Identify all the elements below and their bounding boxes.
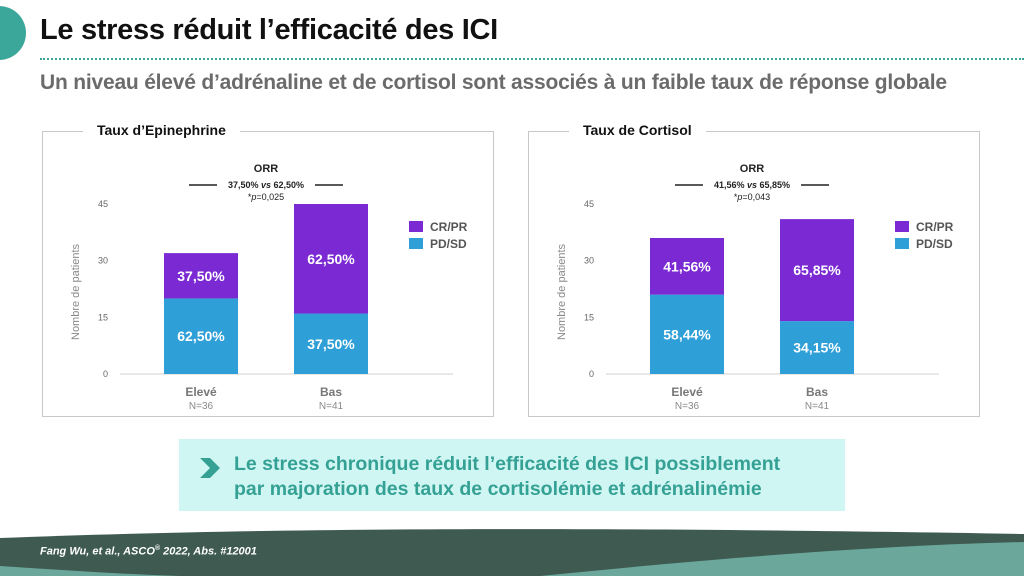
citation: Fang Wu, et al., ASCO® 2022, Abs. #12001 xyxy=(40,545,257,558)
y-tick-label: 45 xyxy=(98,199,108,209)
citation-tail: 2022, Abs. #12001 xyxy=(160,545,257,558)
p-rest: =0,025 xyxy=(256,192,284,202)
y-tick-label: 0 xyxy=(589,369,594,379)
cortisol-chart-panel: Taux de Cortisol 0 15 30 45 Nombre de patien… xyxy=(528,122,980,417)
title-divider xyxy=(40,58,1024,60)
orr-comparison: 41,56% vs 65,85% xyxy=(714,180,790,190)
orr-p-value: *p=0,043 xyxy=(734,192,770,202)
y-axis-label: Nombre de patients xyxy=(70,244,82,340)
pd-sd-bar-eleve xyxy=(650,294,724,374)
legend-swatch xyxy=(895,238,909,249)
orr-left-value: 37,50% xyxy=(228,180,261,190)
orr-vs: vs xyxy=(747,180,757,190)
p-letter: p xyxy=(250,192,256,202)
pd-sd-bar-eleve xyxy=(164,298,238,374)
x-category-n: N=36 xyxy=(189,401,214,412)
x-category-label: Elevé xyxy=(671,385,703,399)
legend-swatch xyxy=(409,221,423,232)
bar-value-label: 34,15% xyxy=(793,340,841,356)
conclusion-text: Le stress chronique réduit l’efficacité … xyxy=(234,452,834,502)
bar-value-label: 58,44% xyxy=(663,326,711,342)
epinephrine-panel-title: Taux d’Epinephrine xyxy=(83,122,240,138)
x-category-label: Elevé xyxy=(185,385,217,399)
y-tick-label: 15 xyxy=(584,312,594,322)
x-category-label: Bas xyxy=(320,385,342,399)
x-category-n: N=36 xyxy=(675,401,700,412)
bar-value-label: 62,50% xyxy=(177,328,225,344)
pd-sd-bar-bas xyxy=(780,321,854,374)
epinephrine-chart: 0 15 30 45 Nombre de patients 62,50% 37,50% Ele… xyxy=(70,163,468,412)
y-tick-label: 45 xyxy=(584,199,594,209)
cr-pr-bar-bas xyxy=(294,204,368,314)
cortisol-panel-title: Taux de Cortisol xyxy=(569,122,706,138)
x-category-label: Bas xyxy=(806,385,828,399)
legend-swatch xyxy=(409,238,423,249)
legend-label: CR/PR xyxy=(430,220,468,234)
legend-label: PD/SD xyxy=(916,237,953,251)
corner-accent-tab xyxy=(0,6,26,60)
orr-title: ORR xyxy=(740,163,765,175)
p-rest: =0,043 xyxy=(742,192,770,202)
y-tick-label: 30 xyxy=(584,256,594,266)
bar-value-label: 65,85% xyxy=(793,262,841,278)
cr-pr-bar-bas xyxy=(780,219,854,322)
orr-p-value: *p=0,025 xyxy=(248,192,284,202)
y-tick-label: 0 xyxy=(103,369,108,379)
p-star: * xyxy=(734,192,738,202)
y-axis-label: Nombre de patients xyxy=(556,244,568,340)
orr-comparison: 37,50% vs 62,50% xyxy=(228,180,304,190)
orr-title: ORR xyxy=(254,163,279,175)
registered-mark: ® xyxy=(154,545,161,552)
cortisol-chart: 0 15 30 45 Nombre de patients 58,44% 41,56% Ele… xyxy=(556,163,954,412)
x-category-n: N=41 xyxy=(319,401,344,412)
bar-value-label: 62,50% xyxy=(307,251,355,267)
orr-right-value: 62,50% xyxy=(271,180,304,190)
epinephrine-chart-panel: Taux d’Epinephrine 0 15 30 45 Nombre de pati… xyxy=(42,122,494,417)
footer-band xyxy=(0,529,1024,576)
citation-main: Fang Wu, et al., ASCO xyxy=(40,545,155,558)
p-star: * xyxy=(248,192,252,202)
conclusion-line-1: Le stress chronique réduit l’efficacité … xyxy=(234,453,781,475)
bar-value-label: 37,50% xyxy=(307,336,355,352)
bar-value-label: 37,50% xyxy=(177,268,225,284)
slide-subtitle: Un niveau élevé d’adrénaline et de corti… xyxy=(40,71,947,94)
legend-swatch xyxy=(895,221,909,232)
cr-pr-bar-eleve xyxy=(650,238,724,295)
orr-right-value: 65,85% xyxy=(757,180,790,190)
cr-pr-bar-eleve xyxy=(164,253,238,299)
conclusion-line-2: par majoration des taux de cortisolémie … xyxy=(234,478,762,500)
pd-sd-bar-bas xyxy=(294,313,368,374)
legend-label: CR/PR xyxy=(916,220,954,234)
y-tick-label: 15 xyxy=(98,312,108,322)
conclusion-callout: Le stress chronique réduit l’efficacité … xyxy=(179,439,845,511)
bar-value-label: 41,56% xyxy=(663,258,711,274)
y-tick-label: 30 xyxy=(98,256,108,266)
legend-label: PD/SD xyxy=(430,237,467,251)
orr-left-value: 41,56% xyxy=(714,180,747,190)
p-letter: p xyxy=(736,192,742,202)
chevron-right-icon xyxy=(200,458,220,478)
x-category-n: N=41 xyxy=(805,401,830,412)
slide-title: Le stress réduit l’efficacité des ICI xyxy=(40,14,498,46)
orr-vs: vs xyxy=(261,180,271,190)
